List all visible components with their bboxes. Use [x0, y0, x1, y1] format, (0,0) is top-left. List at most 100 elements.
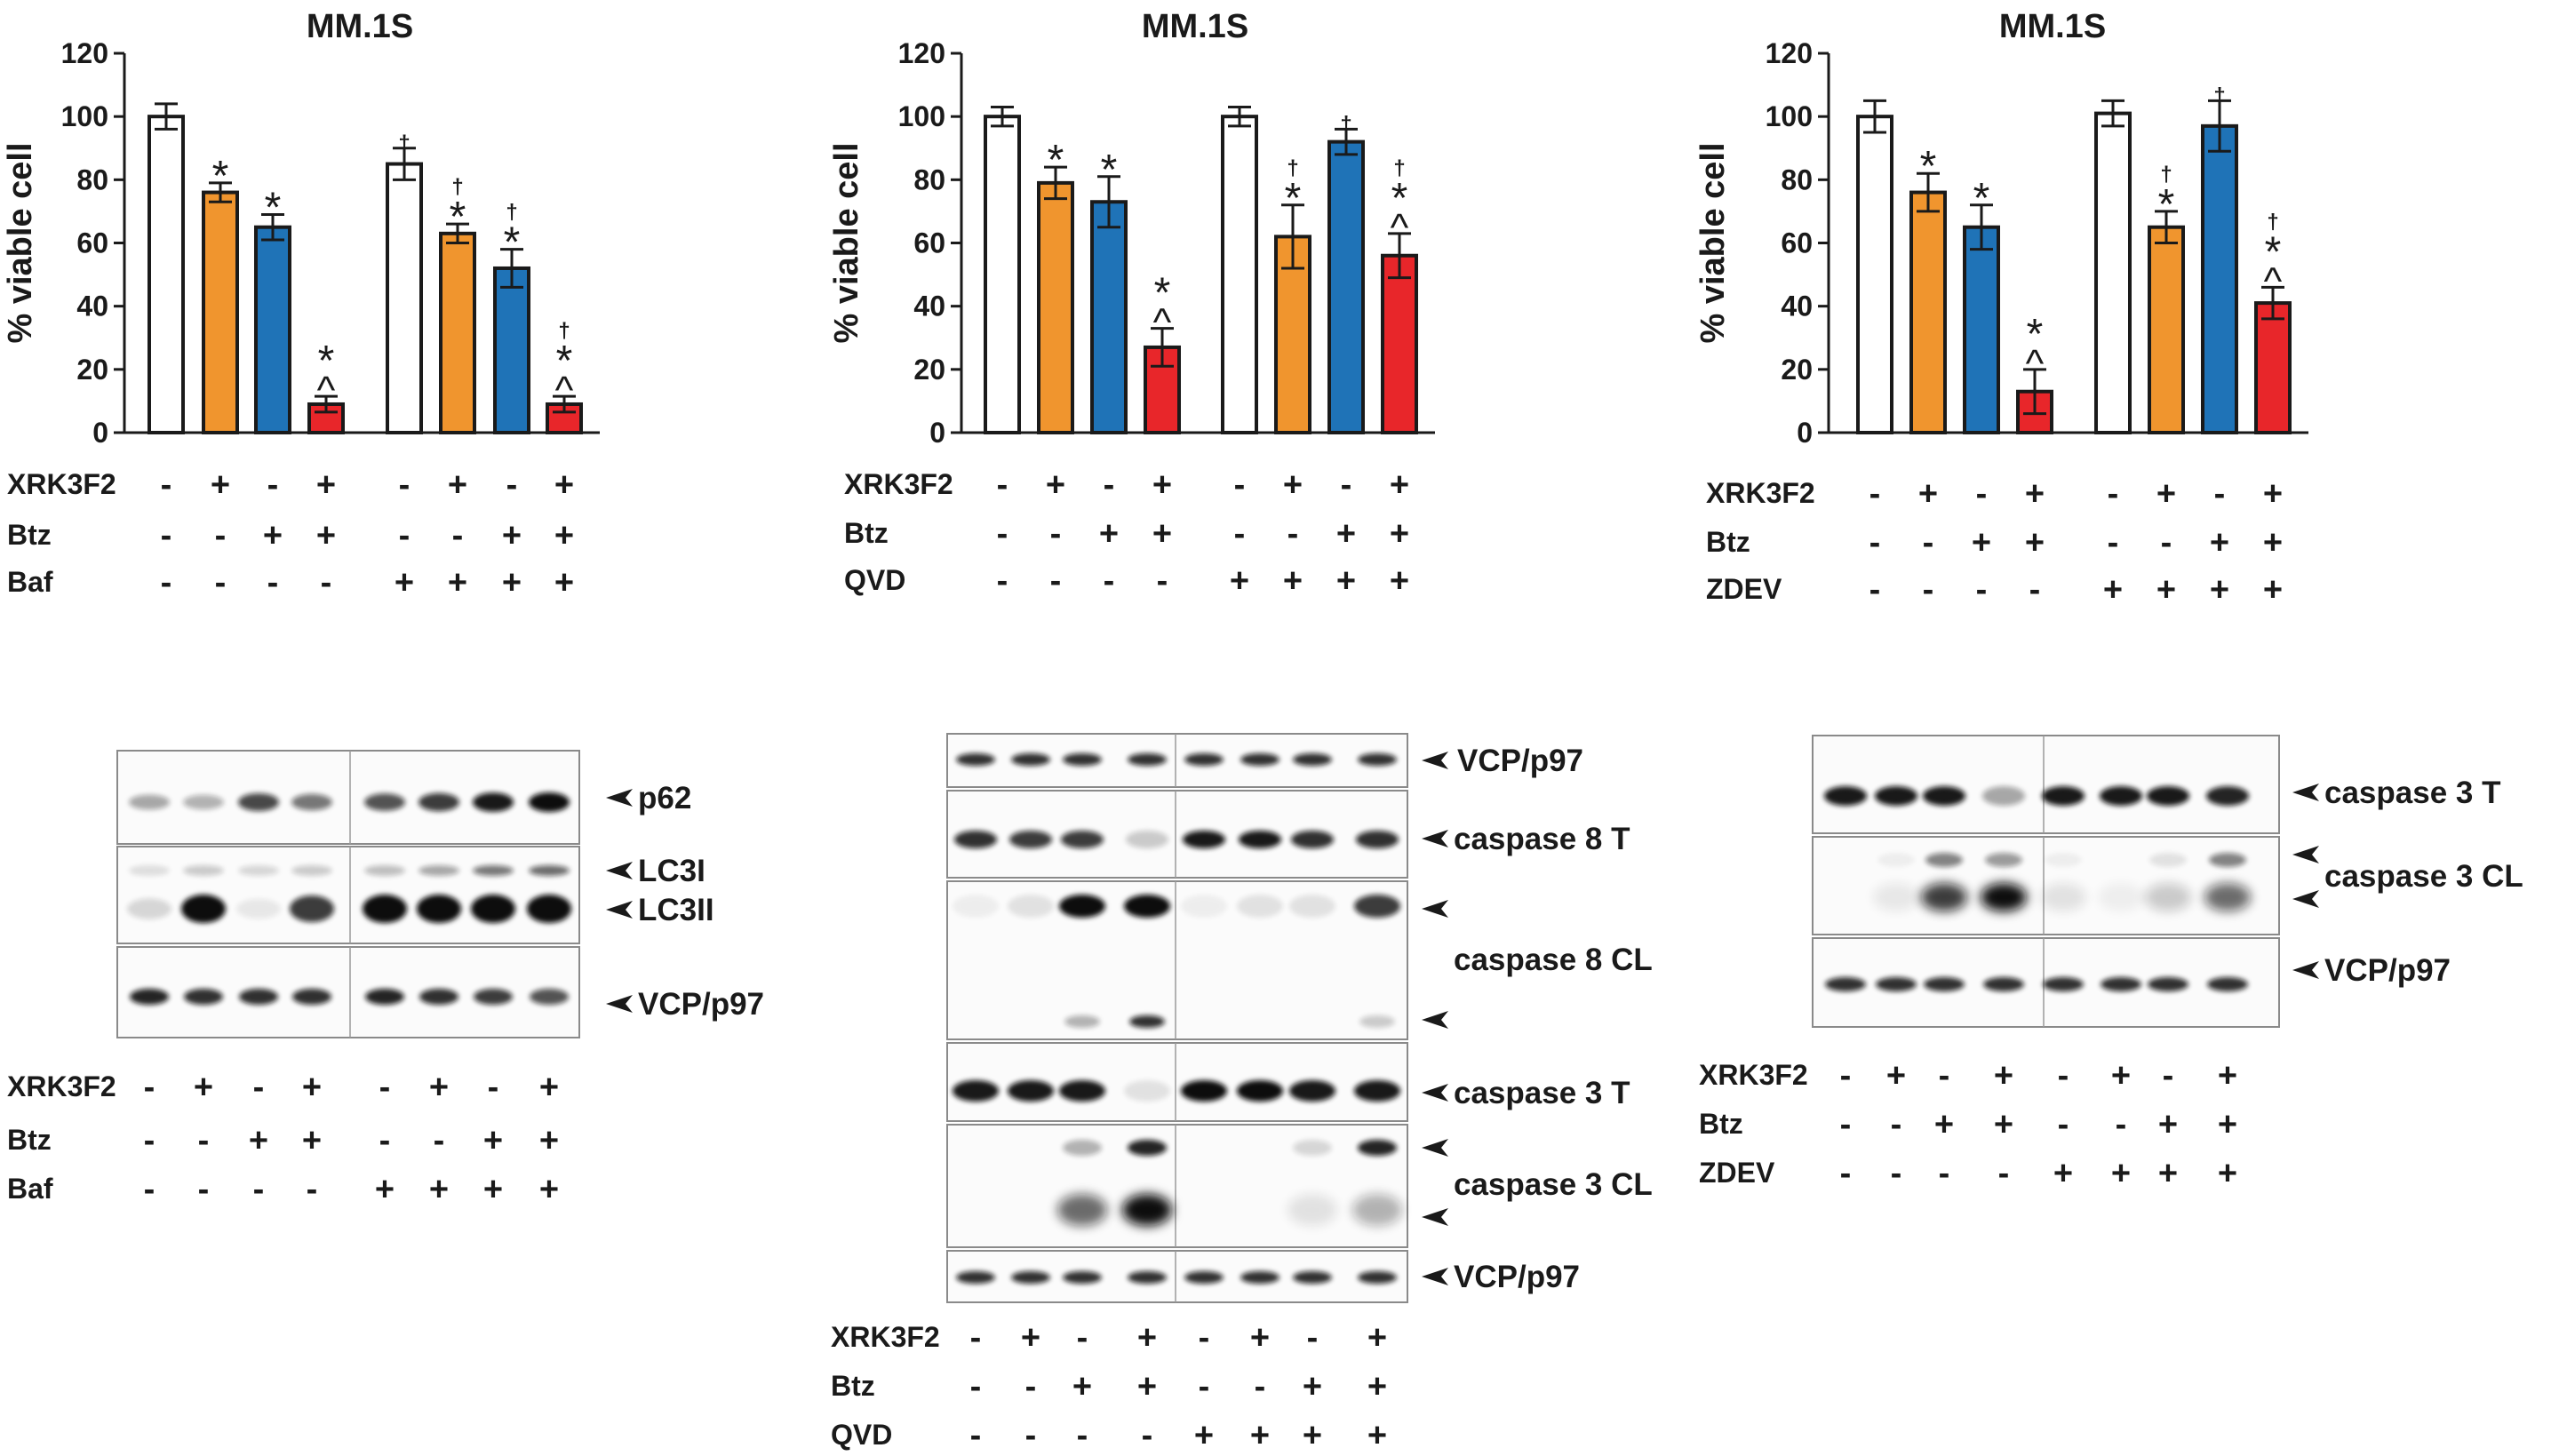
y-tick-label: 40	[913, 290, 945, 322]
blot-band	[236, 898, 281, 919]
bar	[2254, 301, 2292, 434]
blot-band	[473, 792, 514, 812]
condition-sign: -	[1976, 475, 1988, 513]
blot-condition-sign: +	[483, 1171, 503, 1208]
arrowhead-icon	[1422, 1011, 1448, 1029]
blot-band	[2209, 853, 2246, 867]
condition-sign: -	[1976, 571, 1988, 609]
condition-sign: +	[1390, 515, 1409, 553]
blot-band	[1876, 977, 1917, 991]
blot-band	[1824, 786, 1867, 806]
arrowhead-icon	[2292, 784, 2319, 801]
blot-condition-sign: +	[2111, 1155, 2131, 1192]
significance-dagger: †	[2160, 163, 2172, 187]
condition-sign: -	[997, 466, 1008, 504]
bar	[2148, 225, 2185, 434]
condition-sign: -	[1869, 524, 1881, 561]
condition-sign: +	[316, 466, 336, 504]
arrowhead-icon	[1422, 1084, 1448, 1102]
blot-band	[129, 794, 170, 810]
condition-sign: -	[1923, 524, 1934, 561]
condition-sign: +	[316, 517, 336, 554]
blot-condition-sign: -	[253, 1171, 265, 1208]
blot-condition-label: XRK3F2	[7, 1070, 116, 1102]
blot-band	[1063, 753, 1102, 766]
bar-chart-3: MM.1S% viable cell020406080100120**^**††…	[1694, 8, 2308, 609]
blot-band	[1183, 831, 1225, 848]
blot-band	[1064, 1015, 1100, 1028]
bar	[1327, 139, 1365, 434]
arrowhead-icon	[606, 789, 633, 807]
blot-band	[1124, 895, 1170, 918]
blot-band	[1126, 831, 1168, 848]
arrowhead-icon	[1422, 1139, 1448, 1157]
bar	[1856, 115, 1893, 435]
blot-condition-label: XRK3F2	[1699, 1059, 1808, 1091]
blot-condition-sign: -	[970, 1368, 982, 1405]
blot-condition-sign: +	[483, 1122, 503, 1159]
y-tick-label: 20	[76, 354, 108, 386]
blot-band	[956, 753, 995, 766]
blot-band	[363, 895, 407, 923]
y-tick-label: 100	[1766, 100, 1813, 132]
arrowhead-icon	[606, 995, 633, 1013]
blot-condition-sign: -	[2116, 1106, 2127, 1143]
blot-band	[956, 1271, 995, 1284]
blot-condition-sign: +	[302, 1122, 322, 1159]
blot-band	[1059, 1080, 1105, 1102]
condition-sign: -	[997, 515, 1008, 553]
y-tick-label: 20	[1781, 354, 1813, 386]
blot-label: caspase 3 T	[2324, 776, 2500, 810]
blot-band	[1011, 1271, 1050, 1284]
blot-condition-sign: +	[2158, 1155, 2178, 1192]
y-tick-label: 100	[61, 100, 108, 132]
condition-sign: +	[2263, 475, 2283, 513]
blot-condition-label: Btz	[831, 1370, 875, 1402]
blot-label: LC3II	[638, 893, 714, 927]
blot-band	[127, 898, 171, 919]
blot-condition-sign: +	[1367, 1417, 1387, 1454]
blot-condition-sign: -	[1998, 1155, 2010, 1192]
y-tick-label: 0	[92, 417, 108, 449]
blot-condition-sign: +	[1021, 1319, 1040, 1357]
blot-band	[365, 989, 404, 1005]
blot-condition-label: ZDEV	[1699, 1157, 1775, 1189]
blot-band	[1981, 883, 2027, 911]
blot-band	[292, 989, 331, 1005]
arrowhead-icon	[1422, 752, 1448, 769]
condition-label: QVD	[844, 564, 905, 596]
blot-band	[129, 865, 170, 876]
condition-sign: +	[554, 466, 574, 504]
blot-condition-sign: +	[1137, 1368, 1157, 1405]
condition-sign: -	[267, 564, 279, 601]
condition-sign: -	[399, 517, 411, 554]
blot-band	[1359, 1015, 1395, 1028]
blot-band	[2100, 786, 2142, 806]
condition-sign: -	[1287, 515, 1299, 553]
blot-condition-sign: +	[539, 1122, 559, 1159]
blot-band	[291, 865, 332, 876]
blot-condition-label: Baf	[7, 1173, 53, 1205]
condition-sign: -	[267, 466, 279, 504]
condition-sign: -	[1341, 466, 1352, 504]
blot-band	[1181, 1080, 1227, 1102]
blot-band	[1128, 1271, 1167, 1284]
significance-star: *	[1973, 175, 1990, 222]
blot-band	[1289, 1080, 1335, 1102]
blot-band	[1237, 895, 1283, 918]
blot-condition-sign: +	[1137, 1319, 1157, 1357]
blot-band	[290, 895, 334, 922]
arrowhead-icon	[2292, 890, 2319, 908]
significance-star: *	[1154, 270, 1171, 317]
blot-band	[471, 895, 515, 923]
significance-star: *	[2158, 181, 2175, 228]
blot-band	[1985, 853, 2022, 867]
condition-label: XRK3F2	[1706, 477, 1815, 509]
condition-sign: -	[1104, 466, 1115, 504]
bar	[2094, 111, 2132, 434]
blot-condition-label: Btz	[7, 1124, 52, 1156]
blot-band	[1293, 1140, 1332, 1156]
significance-star: *	[2027, 311, 2044, 358]
blot-band	[1061, 831, 1104, 848]
